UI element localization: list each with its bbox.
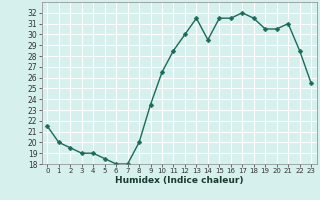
X-axis label: Humidex (Indice chaleur): Humidex (Indice chaleur) xyxy=(115,176,244,185)
